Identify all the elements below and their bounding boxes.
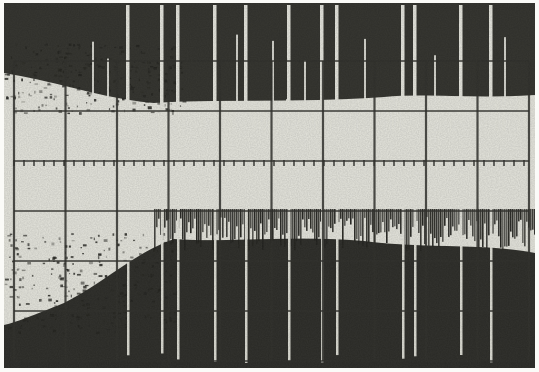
oscilloscope-photo [4, 3, 535, 368]
oscilloscope-screen [4, 3, 535, 368]
film-grain [4, 3, 535, 368]
